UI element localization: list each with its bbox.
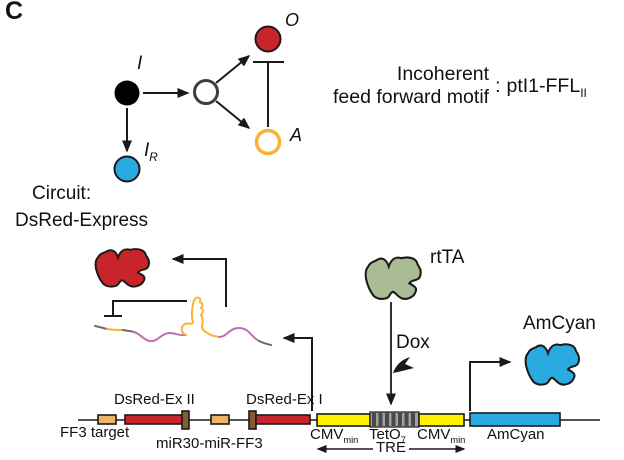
motif-inhibition-auxiliary-to-output	[253, 61, 284, 127]
motif-name: ptI1-FFLII	[506, 74, 587, 100]
motif-arrow-hub-to-output	[215, 55, 251, 84]
amcyan-protein-blob	[524, 343, 581, 386]
tre-label: TRE	[376, 439, 406, 456]
mir30-label: miR30-miR-FF3	[156, 435, 263, 452]
amcyan-gene-box	[469, 412, 561, 427]
motif-caption-line2: feed forward motif	[333, 86, 490, 108]
mrna-purple-left	[133, 331, 187, 343]
ff3-target-label: FF3 target	[60, 424, 130, 441]
cmv-min-right-label: CMVmin	[417, 426, 466, 445]
motif-node-output	[254, 25, 282, 53]
motif-node-input-reporter	[113, 155, 141, 183]
cmv-min-left-box	[316, 413, 371, 427]
motif-node-input	[114, 80, 140, 106]
dsred-ex2-box	[124, 414, 184, 425]
motif-arrow-hub-to-auxiliary	[215, 100, 251, 129]
intron-boundary-bar-left	[181, 410, 190, 430]
rtta-label: rtTA	[430, 247, 465, 268]
mrna-3prime-gray	[258, 340, 272, 346]
mir30-ff3-box	[210, 414, 230, 425]
circuit-section-label: Circuit:	[32, 183, 92, 204]
motif-auxiliary-label: A	[290, 125, 303, 145]
mrna-5prime-gray	[94, 325, 108, 330]
cmv-min-right-box	[418, 413, 465, 427]
arrow-construct-to-mrna	[282, 333, 313, 411]
dsred-ex1-label: DsRed-Ex I	[246, 391, 323, 408]
motif-caption-separator: :	[495, 74, 501, 97]
dox-label: Dox	[396, 332, 430, 353]
mrna-ff3-target-site	[106, 328, 124, 331]
motif-input-reporter-label: IR	[144, 140, 158, 164]
mrna-strand	[94, 296, 272, 346]
mirna-inhibition-tbar	[104, 300, 187, 317]
cmv-min-left-label: CMVmin	[310, 426, 359, 445]
mrna-gray-mid	[122, 329, 135, 333]
rtta-protein-blob	[364, 256, 422, 300]
mir30-hairpin	[180, 296, 220, 338]
arrow-construct-to-amcyan	[469, 357, 512, 411]
dox-molecule-icon	[393, 357, 414, 373]
amcyan-gene-label: AmCyan	[487, 426, 545, 443]
mrna-purple-right	[218, 326, 260, 342]
teto7-label: TetO7	[369, 426, 406, 445]
dsred-ex1-box	[255, 414, 311, 425]
ff3-target-box	[97, 414, 117, 425]
amcyan-label: AmCyan	[523, 313, 596, 334]
motif-node-hub	[193, 79, 219, 105]
dsred-ex2-label: DsRed-Ex II	[114, 391, 195, 408]
dsred-protein-blob	[94, 248, 151, 288]
intron-boundary-bar-right	[248, 410, 257, 430]
motif-caption-lines: Incoherent feed forward motif	[333, 63, 489, 109]
dsred-express-label: DsRed-Express	[15, 210, 149, 231]
panel-label: C	[5, 0, 24, 25]
motif-input-label: I	[137, 53, 143, 74]
motif-node-auxiliary	[254, 128, 282, 156]
teto7-box	[369, 411, 420, 428]
motif-output-label: O	[285, 10, 300, 30]
motif-caption: Incoherent feed forward motif : ptI1-FFL…	[333, 63, 587, 109]
motif-caption-line1: Incoherent	[396, 63, 490, 85]
arrow-mrna-to-dsred	[171, 254, 227, 307]
